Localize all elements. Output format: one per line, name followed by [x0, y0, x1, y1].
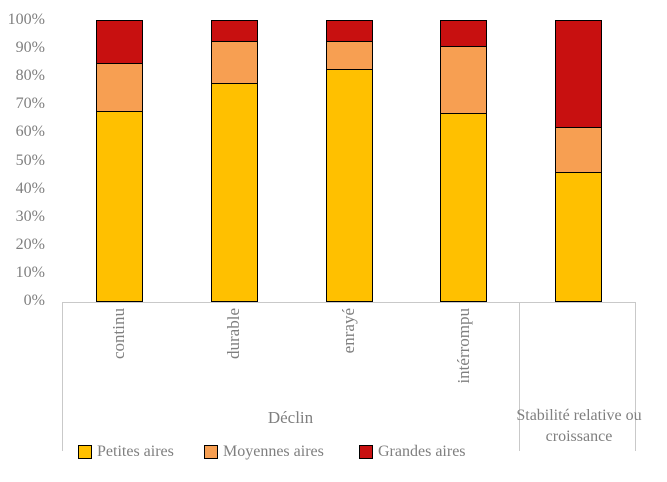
x-axis-line	[62, 302, 636, 303]
bar-segment-petites-aires	[96, 110, 142, 301]
y-axis-tick-label: 30%	[15, 207, 45, 225]
bar-continu	[95, 20, 143, 302]
legend-swatch-icon	[204, 445, 218, 459]
legend-item-moyennes-aires: Moyennes aires	[204, 444, 324, 460]
bar-segment-grandes-aires	[211, 21, 257, 41]
group-label-declin: Déclin	[267, 408, 314, 427]
bar-segment-petites-aires	[211, 82, 257, 301]
category-separator-right	[635, 303, 636, 451]
y-axis-tick-label: 50%	[15, 151, 45, 169]
y-axis-tick-label: 60%	[15, 123, 45, 141]
legend-item-petites-aires: Petites aires	[78, 444, 174, 460]
bar-segment-moyennes-aires	[96, 63, 142, 111]
legend-swatch-icon	[359, 445, 373, 459]
category-separator-middle	[519, 303, 520, 451]
y-axis-tick-label: 100%	[7, 11, 45, 28]
legend-swatch-icon	[78, 445, 92, 459]
bar-segment-moyennes-aires	[326, 40, 372, 69]
bar-segment-petites-aires	[441, 113, 487, 301]
bar-segment-petites-aires	[556, 172, 602, 301]
bar-durable	[210, 20, 258, 302]
y-axis-tick-label: 70%	[15, 95, 45, 113]
category-label-enrayé: enrayé	[339, 308, 358, 354]
bar-segment-petites-aires	[326, 68, 372, 301]
y-axis-tick-label: 40%	[15, 179, 45, 197]
legend-label: Grandes aires	[378, 443, 466, 460]
bar-segment-grandes-aires	[556, 21, 602, 128]
category-label-durable: durable	[224, 308, 244, 359]
bar-segment-grandes-aires	[441, 21, 487, 47]
bar-intérrompu	[440, 20, 488, 302]
bar-Stabilité relative ou croissance	[555, 20, 603, 302]
legend-item-grandes-aires: Grandes aires	[359, 444, 466, 460]
bar-segment-moyennes-aires	[211, 40, 257, 83]
y-axis-tick-label: 10%	[15, 263, 45, 281]
category-separator-left	[62, 303, 63, 451]
legend-label: Moyennes aires	[223, 443, 324, 460]
category-label-continu: continu	[109, 308, 129, 359]
group-label-stabilite: Stabilité relative ou croissance	[516, 407, 642, 445]
y-axis-tick-label: 20%	[15, 235, 45, 253]
bar-enrayé	[325, 20, 373, 302]
category-label-intérrompu: intérrompu	[453, 308, 473, 384]
y-axis-tick-label: 90%	[15, 39, 45, 57]
bar-segment-grandes-aires	[326, 21, 372, 41]
y-axis-tick-label: 0%	[23, 292, 45, 309]
bar-segment-moyennes-aires	[441, 46, 487, 114]
bar-segment-grandes-aires	[96, 21, 142, 63]
y-axis-tick-label: 80%	[15, 67, 45, 85]
legend-label: Petites aires	[97, 443, 174, 460]
bar-segment-moyennes-aires	[556, 127, 602, 173]
